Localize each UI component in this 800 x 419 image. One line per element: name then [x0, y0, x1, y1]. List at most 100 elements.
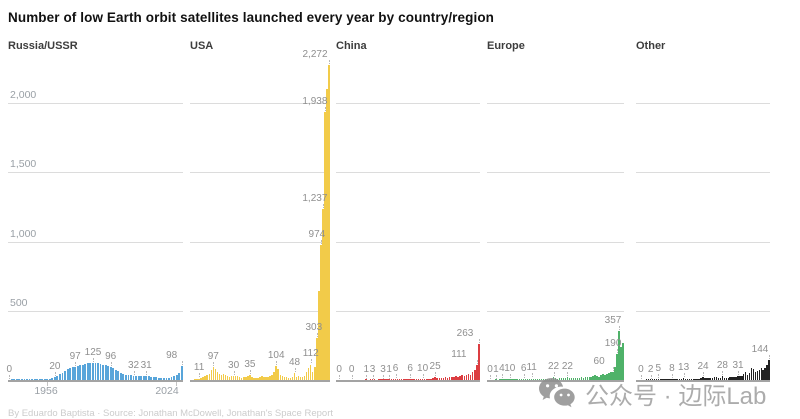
bar-other — [710, 377, 712, 380]
x-axis-baseline — [190, 380, 330, 382]
bar-other — [756, 371, 759, 380]
label-leader-line — [640, 375, 642, 379]
watermark: 公众号 · 边际Lab — [538, 376, 766, 411]
bar-russia-ussr — [66, 368, 69, 380]
bar-other — [704, 378, 706, 380]
bar-usa — [299, 377, 302, 380]
bar-value-label: 1 — [386, 363, 392, 375]
bar-other — [653, 379, 656, 380]
bar-russia-ussr — [102, 364, 104, 380]
label-leader-line — [383, 374, 384, 379]
bar-europe — [526, 379, 529, 380]
label-leader-line — [523, 374, 525, 379]
bar-usa — [216, 372, 219, 380]
bar-value-label: 30 — [228, 359, 240, 371]
gridline-1000 — [190, 241, 330, 243]
label-leader-line — [509, 373, 511, 378]
bar-russia-ussr — [28, 379, 31, 380]
bar-russia-ussr — [86, 363, 89, 380]
bar-europe — [524, 379, 527, 380]
bar-value-label: 1 — [493, 363, 499, 375]
label-leader-line — [133, 370, 135, 375]
bar-europe — [568, 378, 571, 380]
bar-russia-ussr — [165, 378, 168, 380]
bar-usa — [275, 365, 277, 380]
label-leader-line — [54, 372, 56, 377]
bar-usa — [305, 372, 308, 380]
bar-russia-ussr — [10, 379, 13, 380]
bar-value-label: 2 — [647, 363, 654, 375]
chart-title: Number of low Earth orbit satellites lau… — [8, 10, 495, 25]
bar-value-label: 0 — [336, 364, 342, 375]
bar-usa — [238, 377, 241, 380]
bar-value-label: 35 — [244, 359, 256, 371]
bar-other — [731, 377, 733, 380]
label-leader-line — [372, 374, 374, 379]
bar-europe — [562, 378, 565, 380]
bar-europe — [511, 379, 513, 380]
bar-usa — [293, 373, 296, 380]
bar-usa — [214, 369, 217, 380]
bar-europe — [590, 376, 592, 380]
bar-russia-ussr — [31, 379, 33, 380]
bar-other — [754, 371, 757, 380]
bar-russia-ussr — [122, 374, 125, 380]
bar-other — [743, 373, 745, 380]
bar-usa — [295, 376, 298, 380]
bar-usa — [245, 376, 247, 380]
bar-usa — [222, 373, 225, 380]
bar-value-label: 1 — [363, 363, 370, 375]
x-axis-baseline — [336, 380, 480, 382]
bar-usa — [328, 65, 330, 380]
bar-russia-ussr — [76, 366, 79, 380]
label-leader-line — [738, 370, 739, 375]
bar-value-label: 11 — [193, 362, 205, 374]
bar-other — [719, 377, 722, 380]
bar-europe — [594, 375, 596, 380]
bar-china — [400, 379, 403, 380]
bar-europe — [592, 375, 594, 380]
bar-russia-ussr — [38, 379, 41, 380]
bar-value-label: 4 — [499, 363, 505, 375]
bar-usa — [263, 376, 265, 380]
bar-value-label: 5 — [655, 363, 662, 375]
bar-russia-ussr — [157, 377, 160, 380]
panel-title-other: Other — [636, 40, 666, 52]
label-leader-line — [146, 370, 148, 375]
label-leader-line — [435, 371, 437, 376]
bar-value-label: 60 — [593, 355, 605, 367]
bar-china — [421, 378, 424, 380]
bar-usa — [208, 373, 210, 380]
bar-other — [661, 379, 663, 380]
bar-other — [696, 378, 698, 380]
label-leader-line — [501, 374, 503, 379]
label-leader-line — [722, 371, 724, 376]
bar-china — [438, 377, 441, 380]
x-axis-label-last: 2024 — [155, 385, 179, 397]
bar-other — [680, 379, 683, 380]
bar-other — [694, 378, 696, 380]
bar-europe — [572, 377, 575, 380]
bar-russia-ussr — [178, 373, 181, 380]
bar-europe — [505, 379, 507, 380]
bar-other — [657, 379, 660, 380]
label-leader-line — [613, 366, 615, 371]
bar-russia-ussr — [152, 377, 155, 380]
bar-usa — [283, 377, 286, 380]
bar-other — [741, 376, 743, 380]
bar-europe — [576, 377, 579, 380]
bar-usa — [269, 376, 271, 380]
bar-china — [411, 379, 413, 380]
bar-value-label: 10 — [417, 362, 429, 374]
bar-usa — [311, 371, 314, 380]
bar-china — [417, 379, 420, 380]
bar-europe — [600, 374, 602, 380]
y-axis-tick-label: 500 — [10, 296, 28, 309]
bar-china — [396, 379, 399, 380]
bar-other — [723, 377, 726, 380]
bar-value-label: 11 — [526, 362, 537, 374]
label-leader-line — [276, 360, 278, 365]
bar-china — [461, 375, 463, 380]
bar-russia-ussr — [132, 375, 135, 380]
bar-usa — [261, 376, 263, 380]
